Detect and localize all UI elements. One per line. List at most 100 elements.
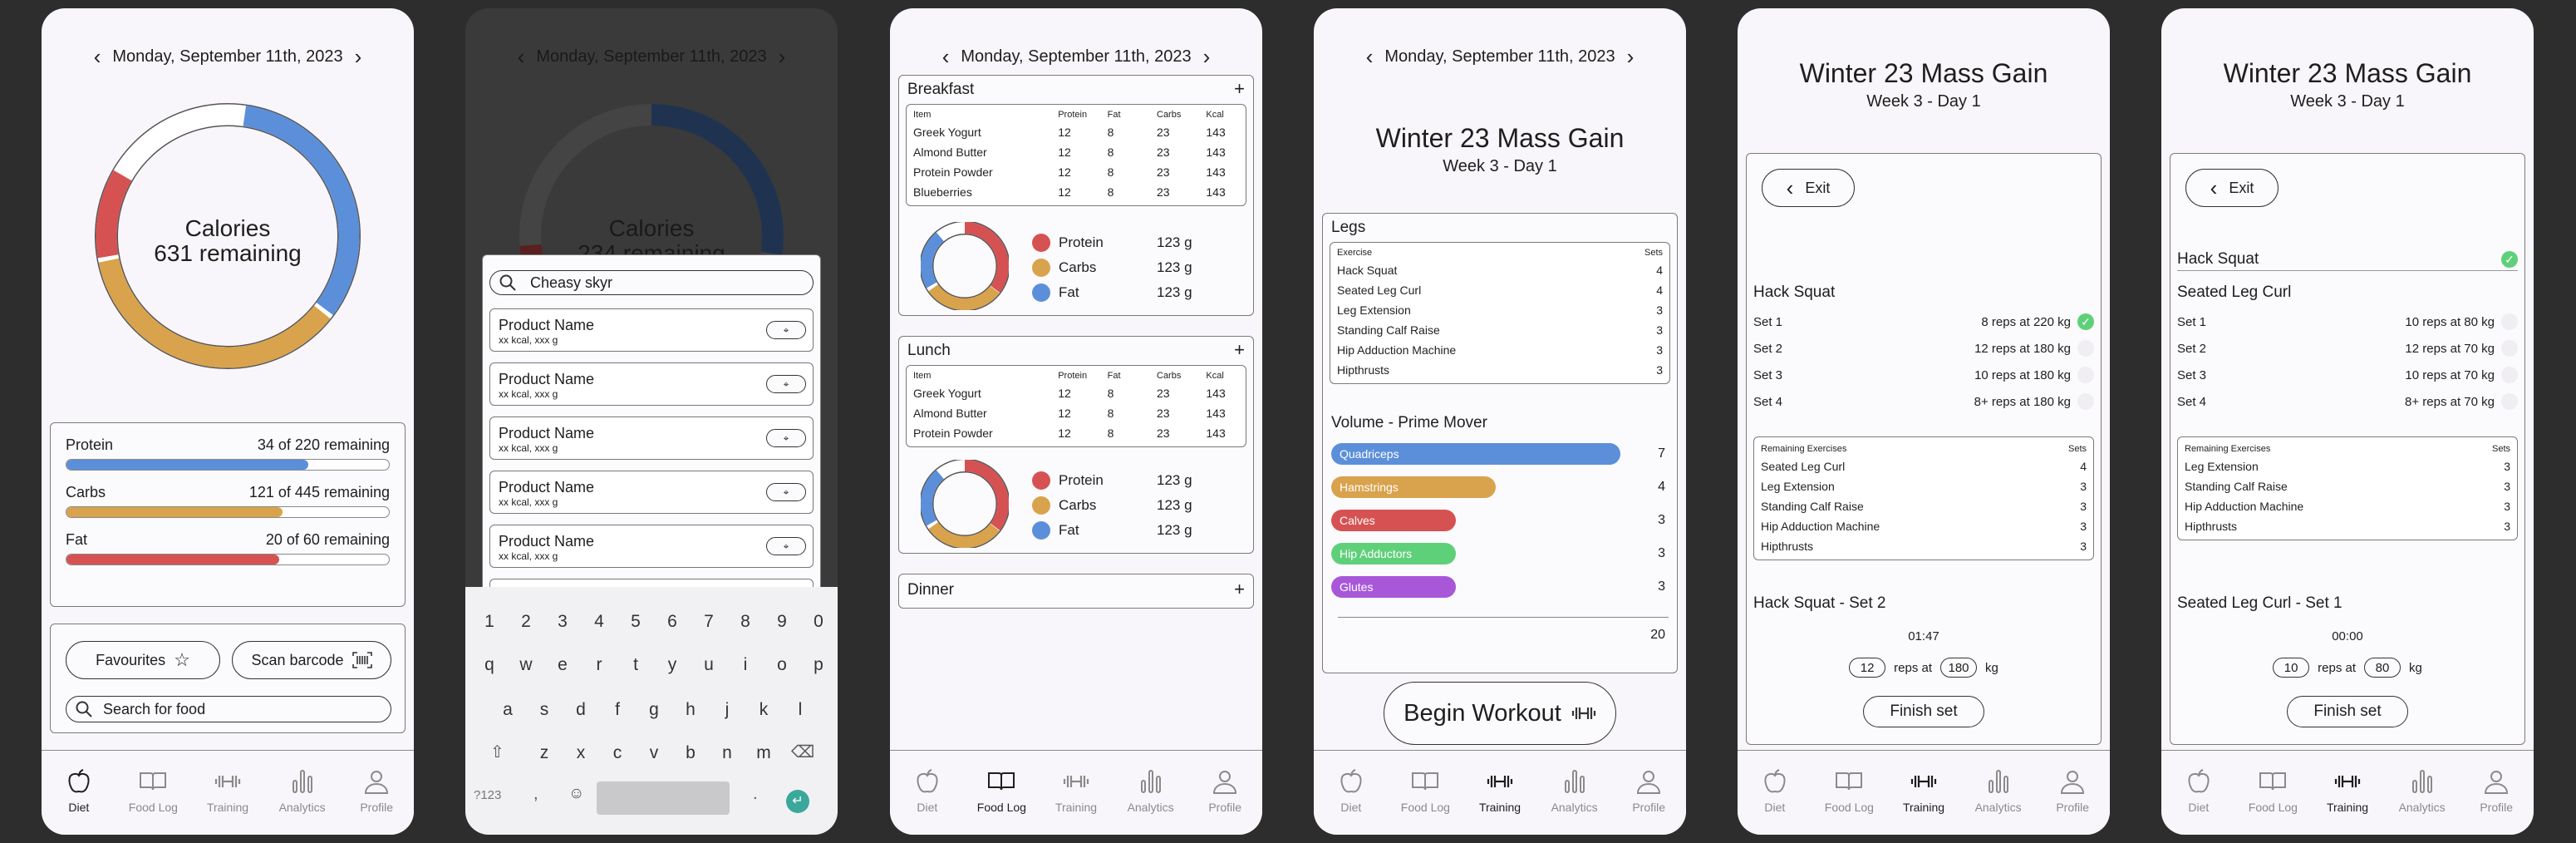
key-z[interactable]: z xyxy=(539,743,549,762)
table-row[interactable]: Standing Calf Raise 3 xyxy=(1761,496,2087,516)
tab-analytics[interactable]: Analytics xyxy=(2385,751,2460,835)
set-checkbox[interactable] xyxy=(2501,313,2518,330)
chevron-right-icon[interactable]: › xyxy=(354,44,362,69)
weight-input[interactable]: 80 xyxy=(2364,658,2401,678)
chevron-left-icon[interactable]: ‹ xyxy=(941,44,950,69)
key-n[interactable]: n xyxy=(722,743,732,762)
add-product-button[interactable]: ⌖ xyxy=(766,321,806,339)
set-checkbox[interactable] xyxy=(2077,393,2094,410)
tab-training[interactable]: Training xyxy=(2310,751,2385,835)
key-1[interactable]: 1 xyxy=(484,612,494,631)
table-row[interactable]: Seated Leg Curl 4 xyxy=(1337,280,1663,300)
backspace-key[interactable]: ⌫ xyxy=(791,743,815,762)
key-m[interactable]: m xyxy=(756,743,771,762)
add-product-button[interactable]: ⌖ xyxy=(766,429,806,447)
tab-profile[interactable]: Profile xyxy=(1611,751,1686,835)
favourites-button[interactable]: Favourites ☆ xyxy=(66,641,220,679)
key-a[interactable]: a xyxy=(503,700,513,719)
table-row[interactable]: Leg Extension 3 xyxy=(2185,456,2510,476)
set-row[interactable]: Set 4 8+ reps at 70 kg xyxy=(2177,388,2518,415)
key-x[interactable]: x xyxy=(576,743,586,762)
tab-diet[interactable]: Diet xyxy=(1314,751,1389,835)
key-c[interactable]: c xyxy=(612,743,622,762)
table-row[interactable]: Hipthrusts 3 xyxy=(2185,516,2510,536)
tab-diet[interactable]: Diet xyxy=(1738,751,1812,835)
finish-set-button[interactable]: Finish set xyxy=(2287,696,2408,727)
tab-diet[interactable]: Diet xyxy=(890,751,965,835)
period-key[interactable]: . xyxy=(753,785,758,803)
tab-food-log[interactable]: Food Log xyxy=(1812,751,1887,835)
table-row[interactable]: Protein Powder 12 8 23 143 xyxy=(913,162,1239,182)
product-item[interactable]: Product Name xx kcal, xxx g ⌖ xyxy=(489,525,814,568)
tab-analytics[interactable]: Analytics xyxy=(1113,751,1188,835)
key-o[interactable]: o xyxy=(777,655,787,674)
key-7[interactable]: 7 xyxy=(704,612,714,631)
set-row[interactable]: Set 1 10 reps at 80 kg xyxy=(2177,308,2518,335)
tab-analytics[interactable]: Analytics xyxy=(1961,751,2036,835)
key-t[interactable]: t xyxy=(633,655,638,674)
key-2[interactable]: 2 xyxy=(521,612,531,631)
key-f[interactable]: f xyxy=(615,700,620,719)
checkmark-icon[interactable]: ✓ xyxy=(2077,313,2094,330)
weight-input[interactable]: 180 xyxy=(1940,658,1977,678)
tab-analytics[interactable]: Analytics xyxy=(1537,751,1612,835)
key-j[interactable]: j xyxy=(725,700,730,719)
table-row[interactable]: Standing Calf Raise 3 xyxy=(2185,476,2510,496)
table-row[interactable]: Leg Extension 3 xyxy=(1337,300,1663,320)
dinner-card[interactable]: Dinner + xyxy=(898,574,1254,609)
add-product-button[interactable]: ⌖ xyxy=(766,375,806,393)
tab-profile[interactable]: Profile xyxy=(1187,751,1262,835)
product-item[interactable]: Product Name xx kcal, xxx g ⌖ xyxy=(489,471,814,514)
set-row[interactable]: Set 1 8 reps at 220 kg ✓ xyxy=(1753,308,2094,335)
tab-food-log[interactable]: Food Log xyxy=(2236,751,2311,835)
table-row[interactable]: Greek Yogurt 12 8 23 143 xyxy=(913,122,1239,142)
table-row[interactable]: Hack Squat 4 xyxy=(1337,260,1663,280)
key-i[interactable]: i xyxy=(743,655,748,674)
key-k[interactable]: k xyxy=(759,700,769,719)
key-h[interactable]: h xyxy=(686,700,696,719)
symbols-key[interactable]: ?123 xyxy=(474,788,502,802)
table-row[interactable]: Almond Butter 12 8 23 143 xyxy=(913,142,1239,162)
chevron-right-icon[interactable]: › xyxy=(1202,44,1211,69)
key-e[interactable]: e xyxy=(558,655,568,674)
key-s[interactable]: s xyxy=(539,700,549,719)
table-row[interactable]: Seated Leg Curl 4 xyxy=(1761,456,2087,476)
add-product-button[interactable]: ⌖ xyxy=(766,483,806,501)
comma-key[interactable]: , xyxy=(533,785,538,803)
key-b[interactable]: b xyxy=(686,743,696,762)
chevron-left-icon[interactable]: ‹ xyxy=(1365,44,1374,69)
key-g[interactable]: g xyxy=(649,700,659,719)
product-item[interactable]: Product Name xx kcal, xxx g ⌖ xyxy=(489,417,814,460)
tab-training[interactable]: Training xyxy=(1039,751,1113,835)
table-row[interactable]: Hip Adduction Machine 3 xyxy=(1337,340,1663,360)
table-row[interactable]: Hipthrusts 3 xyxy=(1761,536,2087,556)
key-q[interactable]: q xyxy=(484,655,494,674)
key-5[interactable]: 5 xyxy=(631,612,641,631)
set-row[interactable]: Set 4 8+ reps at 180 kg xyxy=(1753,388,2094,415)
key-d[interactable]: d xyxy=(576,700,586,719)
tab-analytics[interactable]: Analytics xyxy=(265,751,340,835)
product-item[interactable]: Product Name xx kcal, xxx g ⌖ xyxy=(489,362,814,406)
set-checkbox[interactable] xyxy=(2501,340,2518,357)
chevron-right-icon[interactable]: › xyxy=(1626,44,1635,69)
tab-food-log[interactable]: Food Log xyxy=(965,751,1040,835)
table-row[interactable]: Almond Butter 12 8 23 143 xyxy=(913,403,1239,423)
tab-diet[interactable]: Diet xyxy=(2161,751,2236,835)
tab-training[interactable]: Training xyxy=(1886,751,1961,835)
tab-training[interactable]: Training xyxy=(190,751,265,835)
key-6[interactable]: 6 xyxy=(667,612,677,631)
set-checkbox[interactable] xyxy=(2077,367,2094,383)
enter-key[interactable]: ↵ xyxy=(786,790,809,813)
set-row[interactable]: Set 3 10 reps at 180 kg xyxy=(1753,362,2094,388)
table-row[interactable]: Hip Adduction Machine 3 xyxy=(2185,496,2510,516)
add-icon[interactable]: + xyxy=(1234,78,1245,99)
key-0[interactable]: 0 xyxy=(814,612,823,631)
table-row[interactable]: Hip Adduction Machine 3 xyxy=(1761,516,2087,536)
key-w[interactable]: w xyxy=(519,655,533,674)
reps-input[interactable]: 12 xyxy=(1849,658,1886,678)
chevron-left-icon[interactable]: ‹ xyxy=(93,44,101,69)
search-input[interactable]: Cheasy skyr xyxy=(489,270,814,295)
tab-diet[interactable]: Diet xyxy=(42,751,116,835)
key-v[interactable]: v xyxy=(649,743,659,762)
emoji-icon[interactable]: ☺ xyxy=(568,785,585,802)
